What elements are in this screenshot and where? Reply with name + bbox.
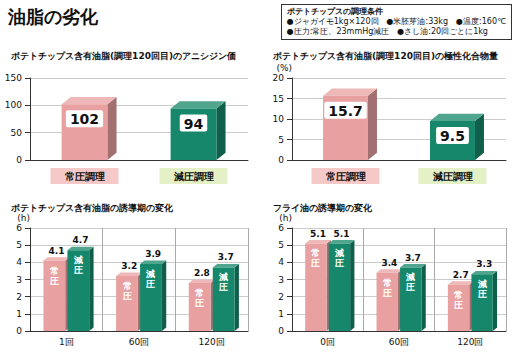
html-text:●圧力:常圧、23mmHg減圧 ●さし油:20回ごとに1kg: ●圧力:常圧、23mmHg減圧 ●さし油:20回ごとに1kg (286, 27, 488, 36)
svg-text:60回: 60回 (389, 337, 409, 347)
svg-text:常: 常 (383, 278, 392, 288)
svg-text:150: 150 (5, 73, 22, 83)
svg-text:圧: 圧 (218, 282, 228, 292)
svg-text:0: 0 (278, 326, 284, 336)
svg-text:(h): (h) (279, 213, 292, 223)
svg-text:0: 0 (16, 326, 22, 336)
svg-text:減: 減 (218, 272, 228, 282)
svg-text:圧: 圧 (73, 265, 83, 275)
svg-text:6: 6 (16, 223, 22, 233)
svg-text:3: 3 (16, 275, 22, 285)
svg-text:ポテトチップス含有油脂(調理120回目)の極性化合物量: ポテトチップス含有油脂(調理120回目)の極性化合物量 (272, 51, 498, 61)
svg-text:圧: 圧 (477, 289, 487, 299)
svg-text:常: 常 (454, 290, 463, 300)
svg-text:60回: 60回 (129, 337, 149, 347)
svg-text:1: 1 (16, 309, 22, 319)
html-text:油脂の劣化: 油脂の劣化 (8, 6, 98, 27)
svg-text:減: 減 (73, 255, 83, 265)
svg-text:3.7: 3.7 (405, 253, 421, 263)
svg-text:3.2: 3.2 (121, 261, 137, 271)
svg-text:圧: 圧 (49, 276, 59, 286)
svg-text:94: 94 (184, 116, 204, 132)
svg-text:10: 10 (273, 114, 285, 124)
svg-text:ポテトチップス含有油脂(調理120回目)のアニシジン価: ポテトチップス含有油脂(調理120回目)のアニシジン価 (10, 51, 236, 61)
svg-text:減圧調理: 減圧調理 (432, 171, 473, 182)
svg-text:圧: 圧 (405, 282, 415, 292)
svg-text:50: 50 (11, 128, 23, 138)
svg-text:常: 常 (311, 248, 320, 258)
svg-text:圧: 圧 (382, 288, 392, 298)
svg-text:15.7: 15.7 (328, 103, 363, 119)
svg-text:120回: 120回 (199, 337, 225, 347)
svg-text:0: 0 (278, 155, 284, 165)
svg-text:圧: 圧 (194, 298, 204, 308)
svg-text:5: 5 (278, 135, 284, 145)
svg-text:フライ油の誘導期の変化: フライ油の誘導期の変化 (273, 203, 373, 213)
svg-text:0: 0 (16, 155, 22, 165)
svg-text:圧: 圧 (334, 258, 344, 268)
svg-text:3.4: 3.4 (381, 258, 397, 268)
svg-text:減: 減 (477, 279, 487, 289)
svg-text:9.5: 9.5 (440, 128, 465, 144)
svg-text:0回: 0回 (320, 337, 335, 347)
svg-text:15: 15 (273, 94, 284, 104)
svg-text:5: 5 (278, 240, 284, 250)
html-text:ポテトチップスの調理条件: ポテトチップスの調理条件 (286, 7, 383, 16)
svg-text:常: 常 (50, 266, 59, 276)
svg-text:減: 減 (405, 272, 415, 282)
svg-text:100: 100 (5, 100, 22, 110)
svg-text:2: 2 (16, 292, 22, 302)
svg-text:圧: 圧 (310, 258, 320, 268)
svg-text:1: 1 (278, 309, 284, 319)
html-text:●ジャガイモ1kg×120回 ●米胚芽油:33kg ●温度:: ●ジャガイモ1kg×120回 ●米胚芽油:33kg ●温度:160℃ (286, 17, 506, 26)
svg-text:圧: 圧 (453, 300, 463, 310)
svg-text:102: 102 (70, 111, 99, 127)
svg-text:常圧調理: 常圧調理 (326, 171, 366, 182)
svg-text:20: 20 (273, 73, 285, 83)
svg-text:圧: 圧 (122, 291, 132, 301)
svg-text:4: 4 (278, 257, 284, 267)
svg-text:5.1: 5.1 (334, 229, 350, 239)
svg-text:常圧調理: 常圧調理 (65, 171, 105, 182)
svg-text:減圧調理: 減圧調理 (173, 171, 214, 182)
svg-text:減: 減 (334, 248, 344, 258)
svg-text:4.1: 4.1 (49, 246, 65, 256)
svg-text:5.1: 5.1 (310, 229, 326, 239)
svg-text:圧: 圧 (145, 279, 155, 289)
svg-text:4.7: 4.7 (73, 235, 89, 245)
svg-text:ポテトチップス含有油脂の誘導期の変化: ポテトチップス含有油脂の誘導期の変化 (10, 203, 174, 213)
svg-text:3.9: 3.9 (145, 249, 161, 259)
svg-text:3.3: 3.3 (476, 259, 492, 269)
svg-text:2.7: 2.7 (453, 270, 469, 280)
svg-text:4: 4 (16, 257, 22, 267)
svg-text:(%): (%) (276, 63, 292, 73)
svg-text:2.8: 2.8 (194, 268, 210, 278)
svg-text:2: 2 (278, 292, 284, 302)
svg-text:減: 減 (145, 269, 155, 279)
svg-text:常: 常 (195, 288, 204, 298)
svg-text:3.7: 3.7 (218, 252, 234, 262)
svg-text:120回: 120回 (457, 337, 483, 347)
svg-text:3: 3 (278, 275, 284, 285)
svg-text:5: 5 (16, 240, 22, 250)
svg-text:1回: 1回 (59, 337, 74, 347)
svg-text:6: 6 (278, 223, 284, 233)
svg-text:常: 常 (123, 281, 132, 291)
svg-text:(h): (h) (17, 213, 30, 223)
